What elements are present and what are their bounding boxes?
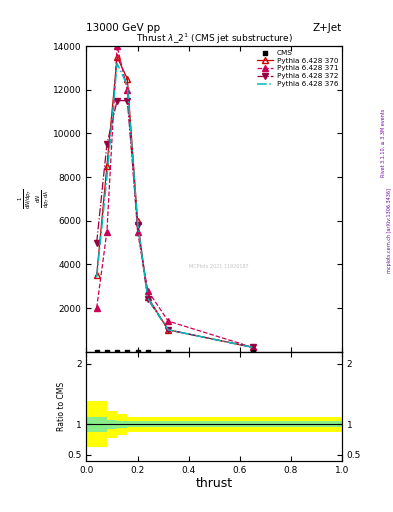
Pythia 6.428 372 bbox=[94, 240, 99, 246]
Pythia 6.428 370 bbox=[166, 327, 171, 333]
Y-axis label: $\frac{\mathrm{1}}{\mathrm{d}N/\mathrm{d}p_T}$
$\frac{\mathrm{d}N}{\mathrm{d}p_T: $\frac{\mathrm{1}}{\mathrm{d}N/\mathrm{d… bbox=[16, 188, 51, 209]
CMS bbox=[250, 348, 256, 356]
Pythia 6.428 370 bbox=[105, 163, 109, 169]
Pythia 6.428 372 bbox=[145, 296, 150, 303]
CMS bbox=[165, 348, 171, 356]
Pythia 6.428 376 bbox=[105, 174, 109, 180]
Text: Rivet 3.1.10, ≥ 3.3M events: Rivet 3.1.10, ≥ 3.3M events bbox=[381, 109, 386, 178]
Pythia 6.428 371 bbox=[115, 43, 119, 49]
Pythia 6.428 370 bbox=[125, 76, 130, 82]
Line: Pythia 6.428 371: Pythia 6.428 371 bbox=[94, 44, 255, 350]
Line: Pythia 6.428 370: Pythia 6.428 370 bbox=[94, 54, 255, 350]
Pythia 6.428 371 bbox=[135, 228, 140, 234]
Pythia 6.428 371 bbox=[166, 318, 171, 324]
Pythia 6.428 370 bbox=[145, 294, 150, 300]
CMS bbox=[114, 348, 120, 356]
CMS bbox=[145, 348, 151, 356]
Pythia 6.428 376 bbox=[135, 220, 140, 226]
Pythia 6.428 370 bbox=[250, 344, 255, 350]
Pythia 6.428 376 bbox=[125, 82, 130, 89]
Line: Pythia 6.428 376: Pythia 6.428 376 bbox=[97, 63, 253, 347]
Pythia 6.428 372 bbox=[166, 327, 171, 333]
X-axis label: thrust: thrust bbox=[196, 477, 233, 490]
Line: Pythia 6.428 372: Pythia 6.428 372 bbox=[94, 98, 255, 350]
CMS bbox=[104, 348, 110, 356]
Text: 13000 GeV pp: 13000 GeV pp bbox=[86, 23, 161, 33]
Title: Thrust $\lambda\_2^{1}$ (CMS jet substructure): Thrust $\lambda\_2^{1}$ (CMS jet substru… bbox=[136, 32, 293, 46]
Pythia 6.428 372 bbox=[115, 98, 119, 104]
Pythia 6.428 371 bbox=[94, 305, 99, 311]
Pythia 6.428 371 bbox=[145, 287, 150, 293]
CMS bbox=[94, 348, 100, 356]
Pythia 6.428 376 bbox=[115, 60, 119, 67]
Pythia 6.428 372 bbox=[105, 141, 109, 147]
Pythia 6.428 376 bbox=[250, 344, 255, 350]
Pythia 6.428 372 bbox=[250, 344, 255, 350]
Pythia 6.428 372 bbox=[125, 98, 130, 104]
Pythia 6.428 370 bbox=[94, 272, 99, 279]
Pythia 6.428 370 bbox=[135, 218, 140, 224]
Pythia 6.428 371 bbox=[105, 228, 109, 234]
Pythia 6.428 376 bbox=[94, 274, 99, 281]
Text: Z+Jet: Z+Jet bbox=[313, 23, 342, 33]
CMS bbox=[124, 348, 130, 356]
Pythia 6.428 372 bbox=[135, 222, 140, 228]
Y-axis label: Ratio to CMS: Ratio to CMS bbox=[57, 381, 66, 431]
CMS bbox=[134, 348, 141, 356]
Pythia 6.428 371 bbox=[250, 344, 255, 350]
Text: mcplots.cern.ch [arXiv:1306.3436]: mcplots.cern.ch [arXiv:1306.3436] bbox=[387, 188, 391, 273]
Pythia 6.428 376 bbox=[166, 327, 171, 333]
Pythia 6.428 371 bbox=[125, 87, 130, 93]
Pythia 6.428 370 bbox=[115, 54, 119, 60]
Pythia 6.428 376 bbox=[145, 295, 150, 301]
Text: MCPlots 2021 11920187: MCPlots 2021 11920187 bbox=[189, 264, 249, 269]
Legend: CMS, Pythia 6.428 370, Pythia 6.428 371, Pythia 6.428 372, Pythia 6.428 376: CMS, Pythia 6.428 370, Pythia 6.428 371,… bbox=[256, 48, 340, 89]
